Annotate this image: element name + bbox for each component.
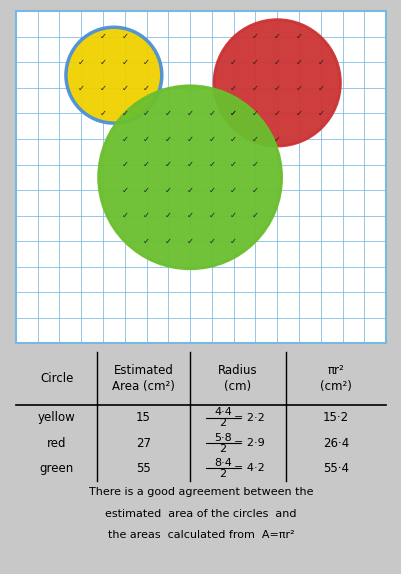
Text: 27: 27 (136, 437, 151, 449)
Text: = 2·9: = 2·9 (233, 438, 264, 448)
Text: green: green (39, 462, 73, 475)
Text: 2: 2 (219, 418, 226, 428)
Text: ✓: ✓ (208, 185, 215, 195)
Text: ✓: ✓ (273, 32, 280, 41)
Text: ✓: ✓ (251, 134, 258, 144)
Text: 4·4: 4·4 (213, 407, 231, 417)
Text: 26·4: 26·4 (322, 437, 348, 449)
Text: 2: 2 (219, 469, 226, 479)
Text: Radius
(cm): Radius (cm) (218, 364, 257, 393)
Text: ✓: ✓ (186, 211, 193, 220)
Text: 15: 15 (136, 412, 151, 424)
Bar (16, 11, 385, 343)
Text: ✓: ✓ (230, 211, 237, 220)
Text: Circle: Circle (40, 372, 73, 385)
Text: ✓: ✓ (121, 211, 128, 220)
Text: ✓: ✓ (99, 109, 106, 118)
Text: ✓: ✓ (143, 211, 150, 220)
Text: ✓: ✓ (99, 58, 106, 67)
Text: ✓: ✓ (143, 58, 150, 67)
Text: ✓: ✓ (143, 83, 150, 92)
Text: ✓: ✓ (77, 83, 85, 92)
Text: ✓: ✓ (273, 83, 280, 92)
Text: ✓: ✓ (164, 134, 171, 144)
Text: ✓: ✓ (251, 58, 258, 67)
Text: πr²
(cm²): πr² (cm²) (320, 364, 351, 393)
Text: 55·4: 55·4 (322, 462, 348, 475)
Text: ✓: ✓ (143, 109, 150, 118)
Text: Estimated
Area (cm²): Estimated Area (cm²) (112, 364, 174, 393)
Text: There is a good agreement between the: There is a good agreement between the (89, 487, 312, 497)
Text: ✓: ✓ (251, 32, 258, 41)
Text: ✓: ✓ (295, 83, 302, 92)
Text: ✓: ✓ (186, 185, 193, 195)
Text: ✓: ✓ (273, 134, 280, 144)
Text: = 2·2: = 2·2 (233, 413, 264, 423)
Text: estimated  area of the circles  and: estimated area of the circles and (105, 509, 296, 519)
Text: 15·2: 15·2 (322, 412, 348, 424)
Text: red: red (47, 437, 66, 449)
Text: ✓: ✓ (316, 58, 324, 67)
Text: 55: 55 (136, 462, 151, 475)
Text: ✓: ✓ (230, 160, 237, 169)
Text: ✓: ✓ (208, 236, 215, 246)
Text: ✓: ✓ (208, 134, 215, 144)
Text: ✓: ✓ (164, 236, 171, 246)
Text: ✓: ✓ (121, 160, 128, 169)
Text: ✓: ✓ (230, 134, 237, 144)
Text: ✓: ✓ (251, 83, 258, 92)
Text: ✓: ✓ (121, 32, 128, 41)
Text: ✓: ✓ (230, 109, 237, 118)
Text: ✓: ✓ (273, 109, 280, 118)
Text: ✓: ✓ (121, 134, 128, 144)
Text: = 4·2: = 4·2 (233, 463, 264, 474)
Ellipse shape (214, 20, 340, 146)
Text: ✓: ✓ (143, 134, 150, 144)
Text: ✓: ✓ (186, 236, 193, 246)
Text: ✓: ✓ (230, 185, 237, 195)
Text: ✓: ✓ (230, 109, 237, 118)
Text: ✓: ✓ (186, 134, 193, 144)
Text: ✓: ✓ (230, 58, 237, 67)
Text: ✓: ✓ (316, 83, 324, 92)
Text: 5·8: 5·8 (213, 433, 231, 443)
Text: ✓: ✓ (295, 109, 302, 118)
Text: 8·4: 8·4 (213, 458, 231, 468)
Text: ✓: ✓ (251, 185, 258, 195)
Ellipse shape (66, 28, 161, 123)
Text: ✓: ✓ (143, 160, 150, 169)
Text: ✓: ✓ (164, 211, 171, 220)
Text: ✓: ✓ (164, 185, 171, 195)
Text: ✓: ✓ (164, 109, 171, 118)
Text: ✓: ✓ (143, 185, 150, 195)
Text: ✓: ✓ (295, 32, 302, 41)
Text: ✓: ✓ (230, 236, 237, 246)
Text: ✓: ✓ (143, 236, 150, 246)
Text: ✓: ✓ (316, 109, 324, 118)
Text: ✓: ✓ (186, 109, 193, 118)
Text: ✓: ✓ (251, 160, 258, 169)
Text: ✓: ✓ (208, 211, 215, 220)
Text: ✓: ✓ (77, 58, 85, 67)
Text: ✓: ✓ (121, 58, 128, 67)
Text: ✓: ✓ (230, 83, 237, 92)
Text: ✓: ✓ (251, 109, 258, 118)
Text: ✓: ✓ (121, 109, 128, 118)
Text: ✓: ✓ (208, 160, 215, 169)
Ellipse shape (98, 86, 281, 269)
Text: ✓: ✓ (186, 160, 193, 169)
Text: ✓: ✓ (208, 109, 215, 118)
Text: ✓: ✓ (121, 83, 128, 92)
Text: ✓: ✓ (121, 185, 128, 195)
Text: ✓: ✓ (251, 211, 258, 220)
Text: yellow: yellow (38, 412, 75, 424)
Text: ✓: ✓ (99, 83, 106, 92)
Text: ✓: ✓ (99, 32, 106, 41)
Text: 2: 2 (219, 444, 226, 453)
Text: the areas  calculated from  A=πr²: the areas calculated from A=πr² (107, 530, 294, 540)
Text: ✓: ✓ (164, 160, 171, 169)
Text: ✓: ✓ (273, 58, 280, 67)
Text: ✓: ✓ (295, 58, 302, 67)
